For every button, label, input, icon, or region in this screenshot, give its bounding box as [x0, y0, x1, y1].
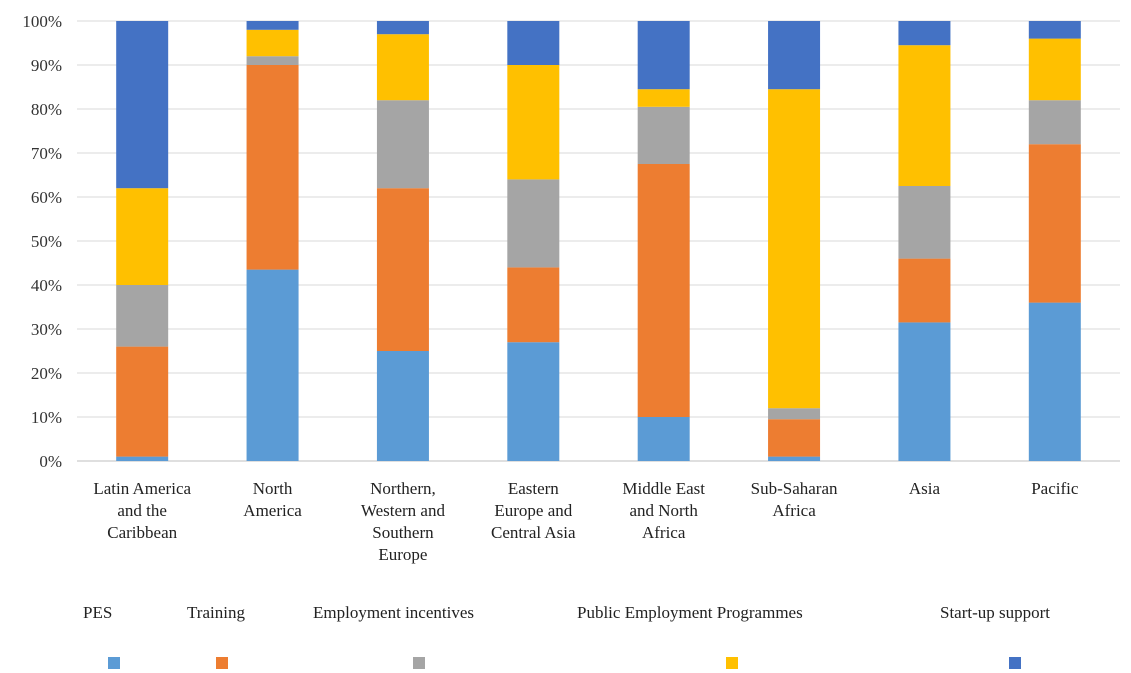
- bar-segment-training: [116, 346, 169, 457]
- legend-label: PES: [83, 603, 113, 622]
- bar-segment-training: [898, 258, 951, 323]
- x-category-label: Pacific: [1031, 479, 1079, 498]
- y-tick-label: 90%: [31, 56, 62, 75]
- x-category-label: Eastern Europe and Central Asia: [491, 479, 576, 542]
- bar-segment-employment-incentives: [376, 100, 429, 189]
- x-category-label-line: Latin America: [93, 479, 191, 498]
- bar-segment-public-employment-programmes: [1028, 38, 1081, 101]
- bar-segment-employment-incentives: [246, 56, 299, 65]
- bar-segment-public-employment-programmes: [376, 34, 429, 101]
- x-category-label: Sub-Saharan Africa: [751, 479, 838, 520]
- bar-segment-employment-incentives: [637, 106, 690, 164]
- bar-segment-start-up-support: [116, 21, 169, 189]
- stacked-bar-chart: 0% 10% 20% 30% 40% 50% 60% 70% 80% 90% 100% Latin …: [22, 12, 1120, 564]
- x-category-label: Middle East and North Africa: [622, 479, 705, 542]
- bar-segment-public-employment-programmes: [246, 29, 299, 57]
- bar-segment-start-up-support: [246, 21, 299, 30]
- bar-segment-start-up-support: [768, 21, 821, 90]
- bar-segment-employment-incentives: [507, 179, 560, 268]
- bar-segment-pes: [768, 456, 821, 461]
- bar-segment-pes: [246, 269, 299, 461]
- bar-segment-public-employment-programmes: [898, 45, 951, 187]
- bar-segment-public-employment-programmes: [768, 89, 821, 409]
- bar-segment-training: [507, 267, 560, 343]
- bar-segment-start-up-support: [1028, 21, 1081, 39]
- x-category-label-line: America: [243, 501, 302, 520]
- x-category-label-line: Eastern: [508, 479, 559, 498]
- bar-segment-training: [1028, 144, 1081, 303]
- x-category-label-line: Pacific: [1031, 479, 1079, 498]
- y-tick-label: 50%: [31, 232, 62, 251]
- bar-segment-training: [246, 65, 299, 270]
- x-category-label-line: Sub-Saharan: [751, 479, 838, 498]
- x-category-label-line: Europe and: [494, 501, 572, 520]
- legend-label: Employment incentives: [313, 603, 474, 622]
- x-category-label-line: Northern,: [370, 479, 436, 498]
- y-axis-tick-labels: 0% 10% 20% 30% 40% 50% 60% 70% 80% 90% 100%: [22, 12, 62, 471]
- bar-segment-start-up-support: [637, 21, 690, 90]
- legend-label: Start-up support: [940, 603, 1051, 622]
- x-category-label: Asia: [909, 479, 941, 498]
- x-category-label: Northern, Western and Southern Europe: [361, 479, 446, 564]
- bar-segment-public-employment-programmes: [116, 188, 169, 285]
- legend-swatch: [216, 657, 228, 669]
- y-tick-label: 0%: [39, 452, 62, 471]
- bar-segment-pes: [507, 342, 560, 461]
- bar-segment-training: [376, 188, 429, 351]
- y-tick-label: 70%: [31, 144, 62, 163]
- x-category-label-line: Europe: [378, 545, 427, 564]
- bar-segment-pes: [898, 322, 951, 461]
- bars: [116, 21, 1081, 461]
- legend-swatch: [108, 657, 120, 669]
- bar-segment-training: [768, 419, 821, 457]
- legend-swatch: [1009, 657, 1021, 669]
- y-tick-label: 30%: [31, 320, 62, 339]
- bar-segment-training: [637, 164, 690, 417]
- bar-segment-employment-incentives: [768, 408, 821, 420]
- x-category-label-line: and North: [629, 501, 698, 520]
- x-category-label-line: Central Asia: [491, 523, 576, 542]
- bar-segment-pes: [637, 417, 690, 461]
- legend-label: Public Employment Programmes: [577, 603, 803, 622]
- bar-segment-pes: [116, 456, 169, 461]
- x-category-label-line: Caribbean: [107, 523, 177, 542]
- y-tick-label: 80%: [31, 100, 62, 119]
- x-category-label: Latin America and the Caribbean: [93, 479, 191, 542]
- x-category-label-line: Western and: [361, 501, 446, 520]
- x-category-label-line: Middle East: [622, 479, 705, 498]
- y-tick-label: 100%: [22, 12, 62, 31]
- bar-segment-public-employment-programmes: [507, 65, 560, 180]
- x-axis-category-labels: Latin America and the Caribbean North Americ…: [93, 479, 1079, 564]
- x-category-label-line: North: [253, 479, 293, 498]
- x-category-label-line: Asia: [909, 479, 941, 498]
- bar-segment-public-employment-programmes: [637, 89, 690, 107]
- y-tick-label: 40%: [31, 276, 62, 295]
- x-category-label-line: Africa: [642, 523, 686, 542]
- bar-segment-employment-incentives: [116, 285, 169, 347]
- bar-segment-start-up-support: [507, 21, 560, 65]
- gridlines: [77, 20, 1120, 462]
- bar-segment-pes: [376, 351, 429, 461]
- bar-segment-start-up-support: [898, 21, 951, 46]
- x-category-label-line: Southern: [372, 523, 434, 542]
- x-category-label-line: Africa: [772, 501, 816, 520]
- y-tick-label: 10%: [31, 408, 62, 427]
- x-category-label-line: and the: [117, 501, 167, 520]
- bar-segment-pes: [1028, 302, 1081, 461]
- bar-segment-employment-incentives: [1028, 100, 1081, 145]
- bar-segment-start-up-support: [376, 21, 429, 35]
- y-tick-label: 60%: [31, 188, 62, 207]
- x-category-label: North America: [243, 479, 302, 520]
- y-tick-label: 20%: [31, 364, 62, 383]
- legend-swatch: [726, 657, 738, 669]
- bar-segment-employment-incentives: [898, 186, 951, 259]
- legend-swatch: [413, 657, 425, 669]
- legend-label: Training: [187, 603, 245, 622]
